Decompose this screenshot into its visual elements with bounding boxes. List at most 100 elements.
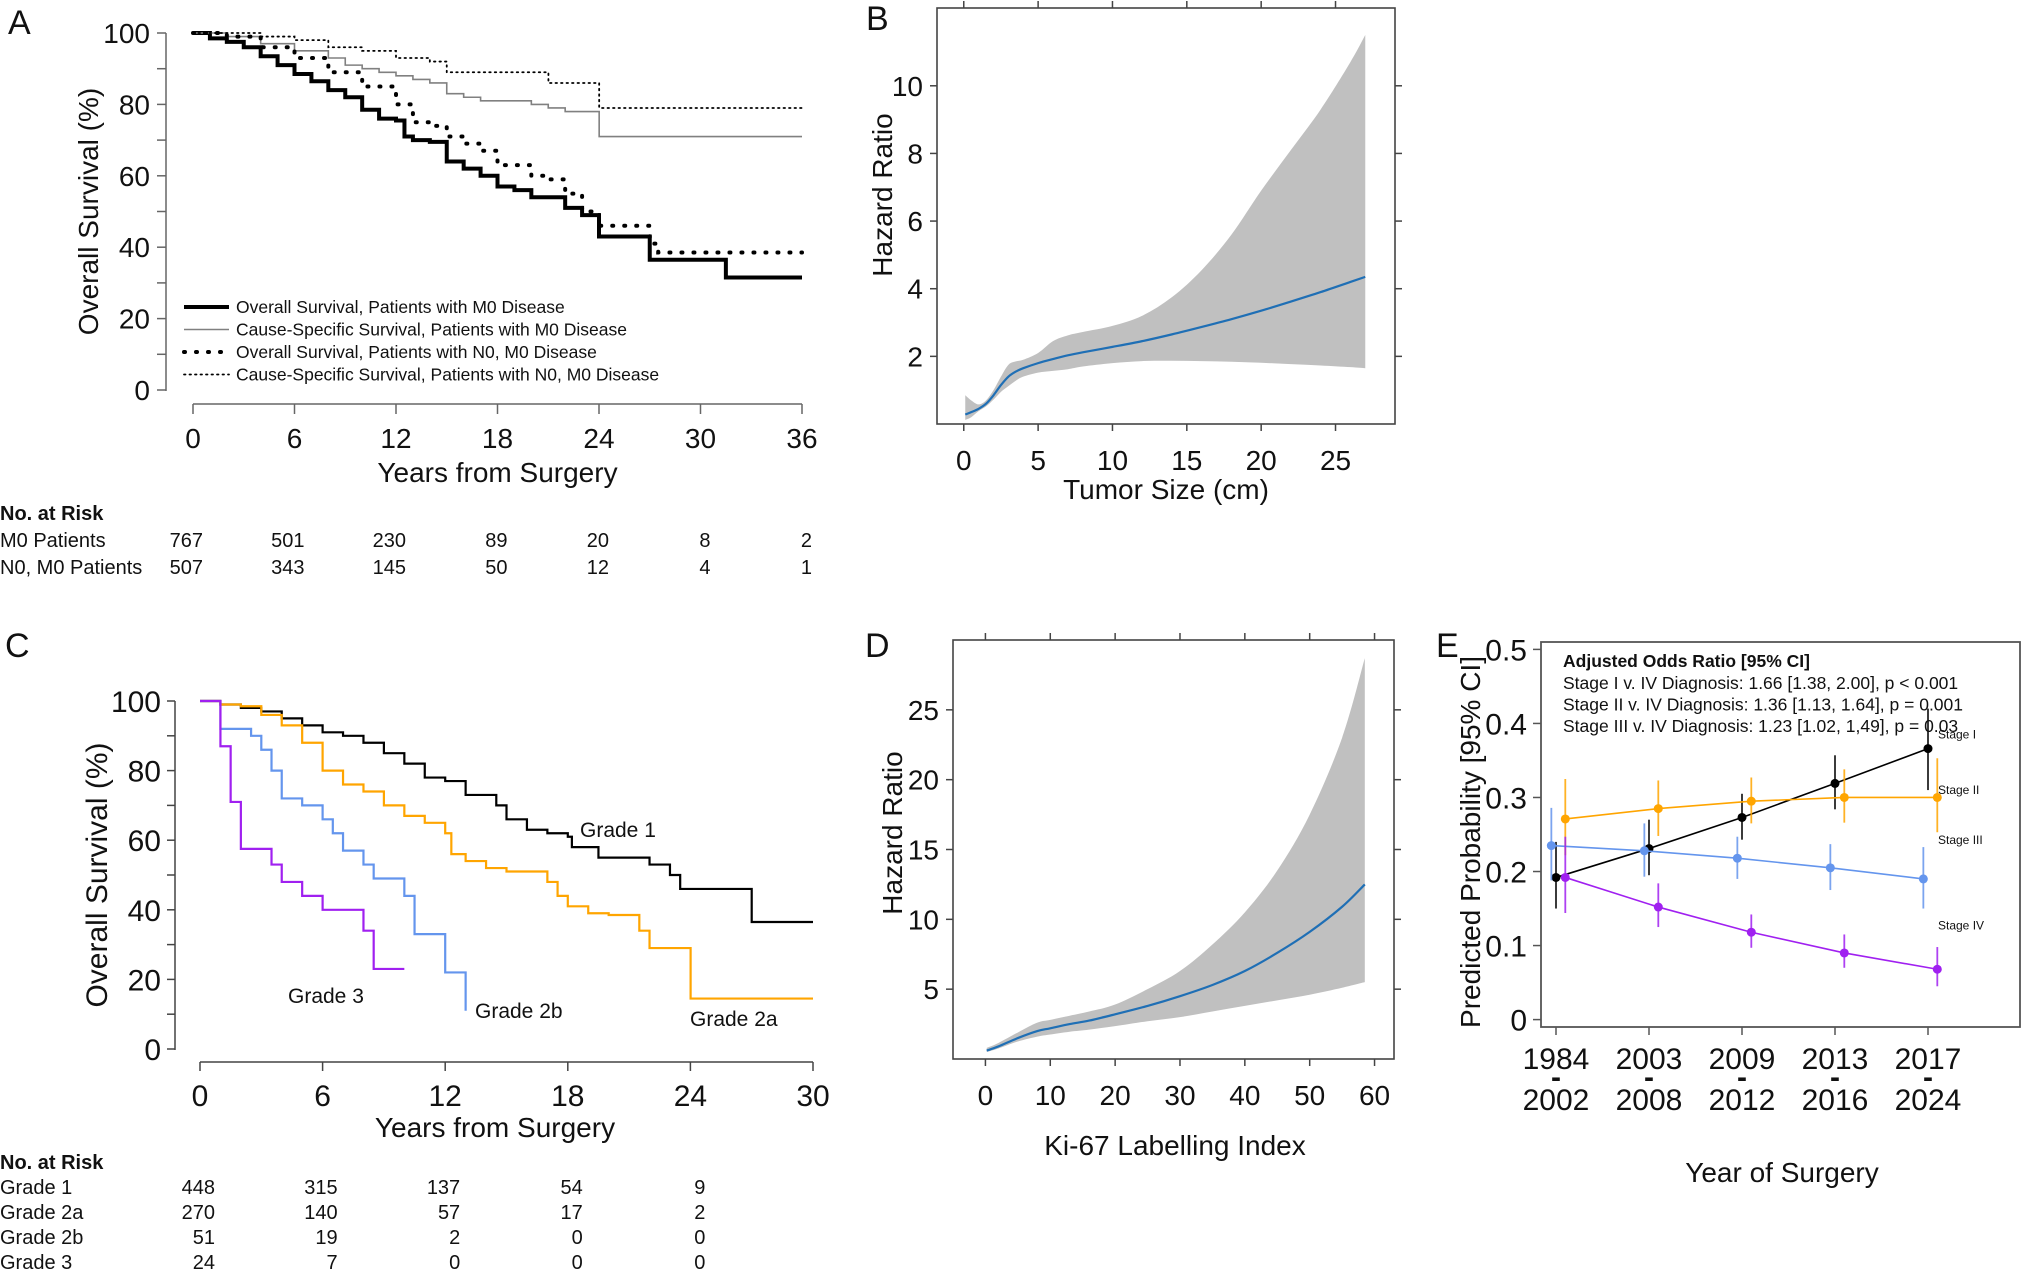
risk-value: 7: [326, 1252, 337, 1274]
risk-row-label: N0, M0 Patients: [0, 557, 142, 579]
y-tick-label: 0.2: [1485, 857, 1527, 890]
risk-value: 137: [427, 1177, 460, 1199]
y-tick-label: 0: [144, 1034, 161, 1067]
risk-value: 17: [561, 1202, 583, 1224]
data-point: [1653, 902, 1663, 912]
x-tick-label: 30: [685, 423, 716, 454]
x-tick-label-end: 2012: [1709, 1084, 1776, 1117]
x-tick-label: 30: [1164, 1080, 1195, 1111]
panel-letter-d: D: [865, 627, 890, 665]
odds-ratio-line: Stage II v. IV Diagnosis: 1.36 [1.13, 1.…: [1563, 695, 1963, 715]
x-tick-label-end: 2002: [1523, 1084, 1590, 1117]
y-tick-label: 25: [908, 695, 939, 726]
confidence-band: [986, 658, 1365, 1053]
data-point: [1560, 814, 1570, 824]
y-tick-label: 5: [923, 974, 939, 1005]
survival-curve-grade-2: [200, 699, 813, 1000]
x-tick-label: 12: [380, 423, 411, 454]
y-tick-label: 0.5: [1485, 634, 1527, 667]
data-point: [1839, 792, 1849, 802]
risk-value: 57: [438, 1202, 460, 1224]
x-tick-label-dash: -: [1737, 1061, 1747, 1094]
series-label: Stage IV: [1938, 919, 1984, 933]
x-axis-title: Ki-67 Labelling Index: [1044, 1130, 1306, 1161]
y-tick-label: 15: [908, 835, 939, 866]
data-point: [1732, 853, 1742, 863]
y-tick-label: 0.4: [1485, 708, 1527, 741]
x-tick-label-end: 2024: [1895, 1084, 1962, 1117]
x-tick-label: 24: [583, 423, 614, 454]
risk-row-label: M0 Patients: [0, 530, 106, 552]
survival-curve-grade-1: [200, 699, 813, 924]
x-tick-label: 10: [1035, 1080, 1066, 1111]
y-tick-label: 4: [907, 274, 923, 305]
x-tick-label: 0: [192, 1080, 209, 1113]
x-tick-label-start: 1984: [1523, 1043, 1590, 1076]
data-point: [1639, 846, 1649, 856]
x-tick-label-dash: -: [1830, 1061, 1840, 1094]
hazard-ratio-line: [986, 883, 1366, 1052]
risk-value: 1: [801, 557, 812, 579]
y-tick-label: 60: [128, 825, 161, 858]
survival-curve-2: [193, 32, 802, 138]
survival-curve-4: [192, 32, 803, 109]
x-tick-label-dash: -: [1923, 1061, 1933, 1094]
risk-table-header: No. at Risk: [0, 1152, 104, 1174]
y-tick-label: 20: [119, 304, 150, 335]
panel-letter-c: C: [5, 627, 30, 665]
y-tick-label: 0.3: [1485, 782, 1527, 815]
data-point: [1923, 744, 1933, 754]
risk-value: 0: [694, 1252, 705, 1274]
x-axis-title: Year of Surgery: [1685, 1157, 1879, 1188]
data-point: [1932, 964, 1942, 974]
risk-value: 2: [449, 1227, 460, 1249]
x-tick-label: 18: [551, 1080, 584, 1113]
y-axis-title: Overall Survival (%): [73, 88, 104, 335]
x-tick-label: 6: [287, 423, 303, 454]
x-axis-title: Tumor Size (cm): [1063, 474, 1269, 505]
x-tick-label: 5: [1030, 445, 1046, 476]
x-tick-label: 0: [185, 423, 201, 454]
panel-d-ki67-hazard-chart: 0 10 20 30 40 50 60 5 10 15 20 25 Ki-67 Labelling In…: [877, 633, 1401, 1161]
y-tick-label: 20: [128, 964, 161, 997]
risk-row-label: Grade 2a: [0, 1202, 84, 1224]
risk-value: 12: [587, 557, 609, 579]
risk-value: 0: [449, 1252, 460, 1274]
risk-value: 0: [572, 1252, 583, 1274]
risk-value: 2: [801, 530, 812, 552]
y-tick-label: 8: [907, 138, 923, 169]
y-tick-label: 0.1: [1485, 931, 1527, 964]
survival-curve-3: [191, 31, 804, 255]
data-point: [1825, 863, 1835, 873]
x-tick-label: 0: [978, 1080, 994, 1111]
x-tick-label-start: 2003: [1616, 1043, 1683, 1076]
legend-label: Overall Survival, Patients with N0, M0 D…: [236, 342, 597, 362]
risk-value: 20: [587, 530, 609, 552]
x-tick-label: 0: [956, 445, 972, 476]
y-tick-label: 10: [908, 904, 939, 935]
odds-ratio-line: Stage I v. IV Diagnosis: 1.66 [1.38, 2.0…: [1563, 673, 1958, 693]
survival-curve-grade-4: [200, 699, 405, 971]
y-tick-label: 60: [119, 161, 150, 192]
curve-label: Grade 2b: [475, 1000, 563, 1023]
risk-value: 145: [373, 557, 406, 579]
x-tick-label: 10: [1097, 445, 1128, 476]
risk-value: 343: [271, 557, 304, 579]
risk-value: 315: [304, 1177, 337, 1199]
legend-label: Cause-Specific Survival, Patients with M…: [236, 320, 627, 340]
y-tick-label: 100: [111, 686, 161, 719]
curve-label: Grade 3: [288, 985, 364, 1008]
data-point: [1653, 804, 1663, 814]
risk-row-label: Grade 3: [0, 1252, 72, 1274]
plot-frame: [936, 7, 1396, 425]
risk-value: 0: [694, 1227, 705, 1249]
x-tick-label-end: 2008: [1616, 1084, 1683, 1117]
data-point: [1918, 874, 1928, 884]
risk-value: 50: [485, 557, 507, 579]
data-point: [1830, 778, 1840, 788]
risk-value: 51: [193, 1227, 215, 1249]
risk-value: 89: [485, 530, 507, 552]
